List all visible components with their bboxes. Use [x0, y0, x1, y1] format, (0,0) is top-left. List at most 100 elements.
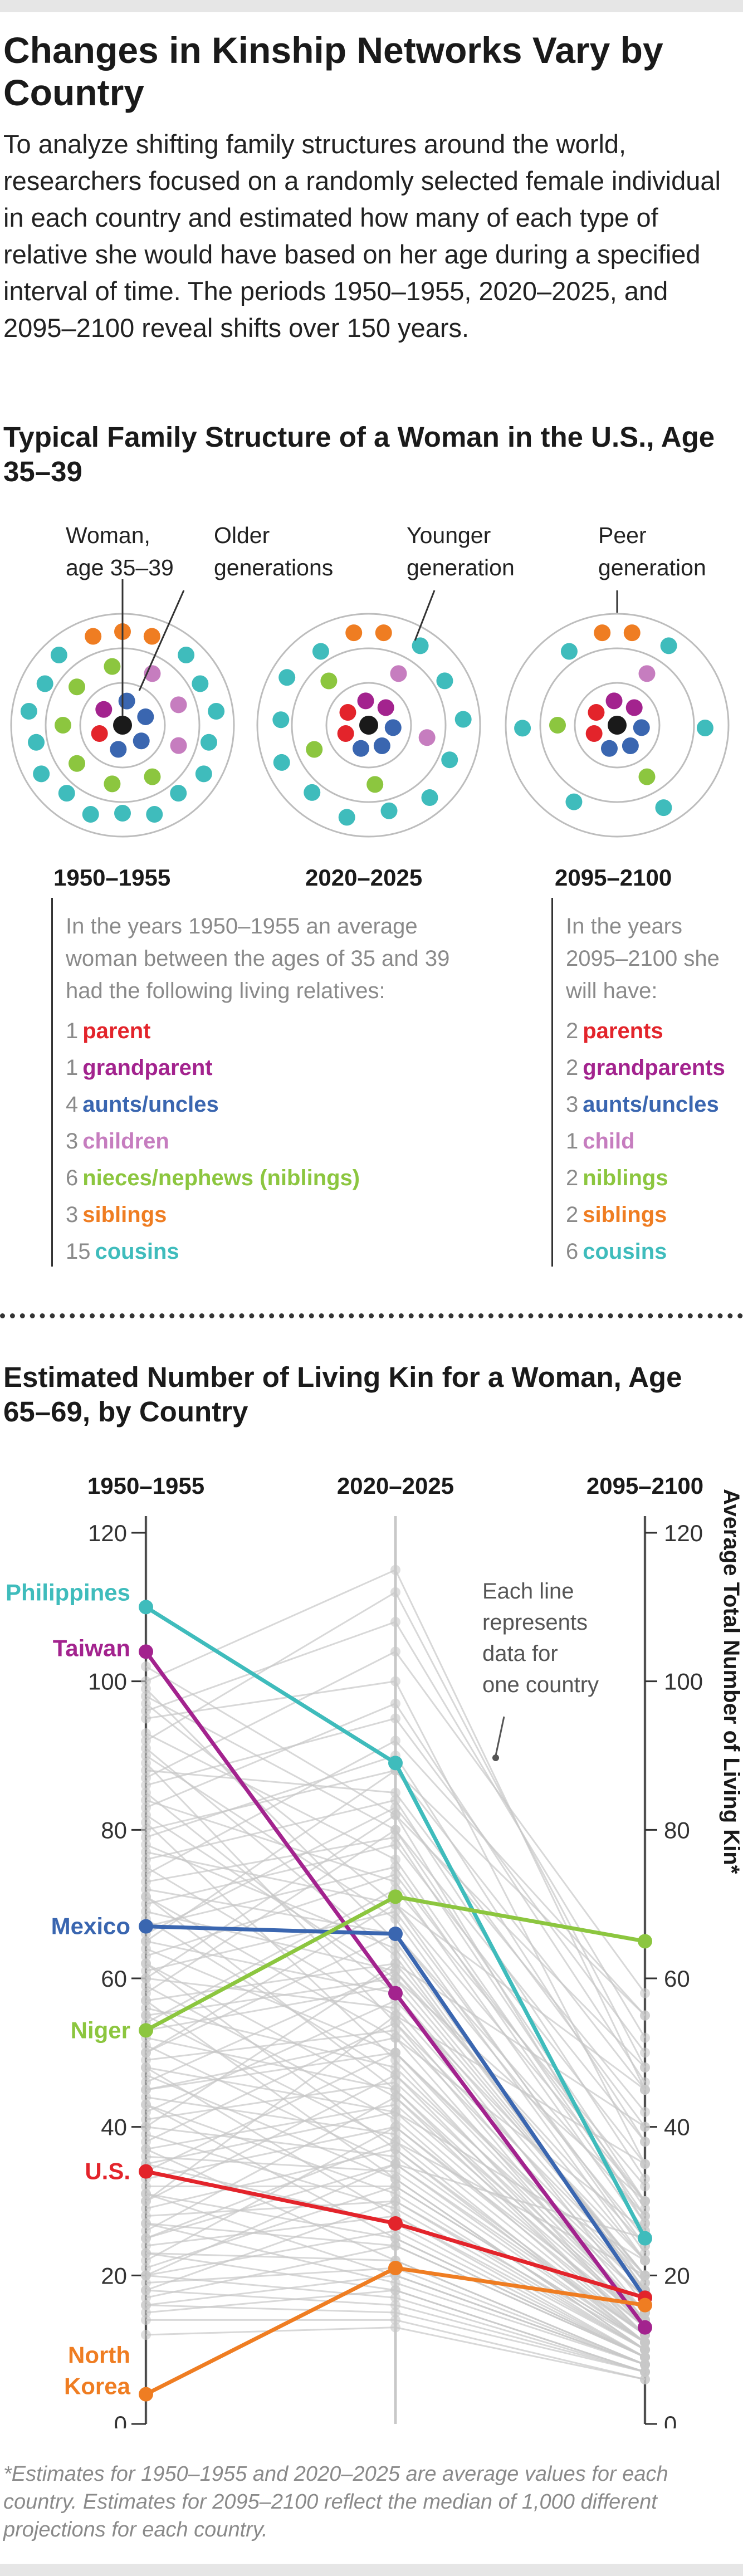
country-point — [141, 1832, 151, 1842]
family-diagram-3 — [505, 613, 730, 838]
country-point — [141, 1743, 151, 1753]
cousin-dot — [565, 793, 583, 810]
country-point — [390, 1736, 400, 1746]
legend-item-child: 1 child — [566, 1123, 635, 1160]
nibling-dot — [104, 775, 121, 793]
cousin-dot — [58, 785, 75, 802]
country-point — [141, 2277, 151, 2288]
country-point — [141, 2308, 151, 2318]
grandparent-dot — [605, 692, 623, 710]
country-point — [390, 2241, 400, 2251]
country-point — [141, 1884, 151, 1894]
legend-2095-intro: In the years 2095–2100 she will have: — [566, 914, 720, 1003]
y-tick-right: 20 — [664, 2262, 690, 2289]
aunt-dot — [137, 708, 154, 725]
kin-slope-chart: 1950–1955 2020–2025 2095–2100 0 0 20 20 40 40 60 6… — [6, 1473, 743, 2428]
country-point — [141, 2203, 151, 2214]
cousin-dot — [278, 669, 296, 686]
legend-count: 1 — [566, 1129, 579, 1153]
series-point-taiwan — [139, 1644, 153, 1659]
legend-item-cousin: 15 cousins — [66, 1233, 179, 1270]
aunt-dot — [384, 719, 402, 736]
cousin-dot — [114, 805, 131, 822]
parent-dot — [585, 725, 603, 742]
grandparent-dot — [377, 699, 394, 716]
series-label: Mexico — [51, 1913, 130, 1939]
leader-younger — [414, 590, 436, 641]
aunt-dot — [133, 732, 150, 750]
country-point — [141, 2114, 151, 2125]
legend-count: 2 — [566, 1055, 579, 1080]
woman-dot — [608, 716, 627, 735]
grandparent-dot — [625, 699, 643, 716]
series-point-niger — [388, 1889, 403, 1904]
cousin-dot — [380, 802, 398, 819]
chart-annotation: Each line represents data for one country — [482, 1579, 599, 1697]
country-point — [640, 2010, 650, 2021]
nibling-dot — [306, 741, 323, 758]
child-dot — [170, 737, 187, 754]
country-point — [141, 1988, 151, 1998]
legend-label: grandparents — [583, 1055, 725, 1080]
country-point — [390, 1787, 400, 1798]
country-point — [640, 2359, 650, 2370]
country-point — [390, 2092, 400, 2103]
country-point — [141, 1706, 151, 1716]
country-point — [141, 1951, 151, 1961]
country-point — [141, 2300, 151, 2310]
y-tick-right: 100 — [664, 1669, 703, 1695]
country-point — [390, 1698, 400, 1709]
sibling-dot — [143, 628, 160, 645]
country-point — [141, 2085, 151, 2095]
series-point-niger — [638, 1934, 652, 1949]
country-point — [640, 2196, 650, 2206]
country-point — [141, 2188, 151, 2199]
country-point — [640, 2174, 650, 2184]
country-point — [141, 1854, 151, 1865]
country-point — [141, 1899, 151, 1909]
country-point — [640, 2218, 650, 2228]
generation-ring-1 — [505, 613, 730, 838]
country-point — [390, 1565, 400, 1575]
aunt-dot — [118, 692, 135, 710]
country-point — [390, 2322, 400, 2333]
series-point-u-s- — [388, 2216, 403, 2231]
country-point — [390, 2233, 400, 2243]
annotation-older-generations: Older generations — [214, 522, 334, 580]
parent-dot — [339, 704, 356, 721]
legend-item-parent: 1 parent — [66, 1013, 151, 1049]
country-point — [141, 1661, 151, 1671]
country-point — [141, 1676, 151, 1687]
country-point — [390, 2085, 400, 2095]
cousin-dot — [696, 719, 713, 736]
child-dot — [638, 665, 656, 682]
category-label: 2020–2025 — [337, 1473, 454, 1499]
country-point — [390, 1958, 400, 1969]
country-point — [390, 1854, 400, 1865]
country-point — [390, 2055, 400, 2065]
parent-dot — [588, 704, 605, 721]
country-point — [390, 2025, 400, 2036]
sibling-dot — [623, 624, 641, 642]
series-point-u-s- — [139, 2164, 153, 2179]
legend-label: cousins — [583, 1239, 667, 1264]
legend-count: 3 — [66, 1129, 79, 1153]
generation-ring-2 — [539, 647, 695, 803]
country-point — [141, 2122, 151, 2132]
generation-ring-1 — [256, 613, 481, 838]
country-point — [141, 2144, 151, 2154]
series-point-mexico — [139, 1919, 153, 1934]
country-point — [141, 1907, 151, 1917]
cousin-dot — [660, 637, 677, 654]
country-point — [390, 2166, 400, 2177]
country-point — [390, 1795, 400, 1805]
country-point — [141, 2226, 151, 2236]
legend-item-aunt: 4 aunts/uncles — [66, 1086, 219, 1123]
annotation-leader-dot — [492, 1754, 499, 1761]
country-point — [390, 2122, 400, 2132]
country-point — [141, 2211, 151, 2221]
chart-title: Estimated Number of Living Kin for a Wom… — [3, 1361, 682, 1428]
top-bar — [0, 0, 743, 12]
cousin-dot — [441, 751, 458, 769]
sibling-dot — [85, 628, 102, 645]
